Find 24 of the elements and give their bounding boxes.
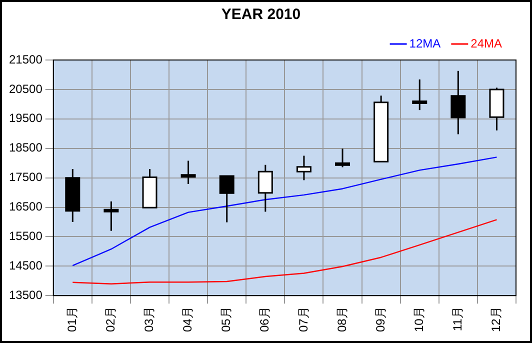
x-tick-label: 09月 (373, 306, 388, 332)
x-tick-label: 01月 (64, 306, 79, 332)
x-tick-label: 06月 (258, 306, 272, 332)
x-tick-label: 11月 (450, 306, 464, 332)
x-tick-label: 05月 (219, 306, 234, 332)
legend-label: 24MA (470, 36, 502, 50)
y-tick-label: 16500 (8, 200, 43, 214)
y-tick-label: 15500 (8, 229, 43, 244)
x-tick-label: 07月 (296, 306, 310, 332)
y-tick-label: 14500 (8, 258, 43, 273)
y-tick-label: 18500 (8, 140, 43, 155)
x-tick-label: 03月 (142, 306, 156, 332)
legend-label: 12MA (409, 36, 441, 50)
x-tick-label: 08月 (334, 306, 349, 332)
x-tick-label: 12月 (489, 306, 504, 332)
chart-title: YEAR 2010 (221, 6, 301, 24)
x-tick-label: 04月 (180, 306, 195, 332)
y-tick-label: 17500 (8, 170, 43, 184)
y-tick-label: 20500 (8, 82, 43, 96)
x-tick-label: 02月 (104, 306, 118, 332)
x-tick-label: 10月 (412, 306, 426, 332)
y-tick-label: 19500 (8, 111, 43, 126)
y-tick-label: 13500 (8, 288, 43, 302)
y-tick-label: 21500 (8, 52, 43, 66)
